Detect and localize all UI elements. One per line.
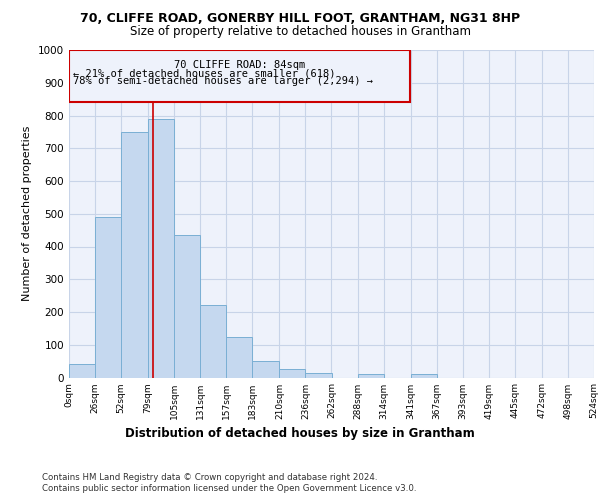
Text: 78% of semi-detached houses are larger (2,294) →: 78% of semi-detached houses are larger (… xyxy=(73,76,373,86)
Text: Distribution of detached houses by size in Grantham: Distribution of detached houses by size … xyxy=(125,428,475,440)
Text: Contains public sector information licensed under the Open Government Licence v3: Contains public sector information licen… xyxy=(42,484,416,493)
Bar xyxy=(358,374,383,378)
Bar xyxy=(121,132,148,378)
FancyBboxPatch shape xyxy=(69,50,410,102)
Bar xyxy=(253,361,280,378)
Bar xyxy=(95,217,121,378)
Bar xyxy=(226,336,253,378)
Y-axis label: Number of detached properties: Number of detached properties xyxy=(22,126,32,302)
Bar xyxy=(410,374,437,378)
Bar xyxy=(69,364,95,378)
Bar xyxy=(148,119,174,378)
Text: Size of property relative to detached houses in Grantham: Size of property relative to detached ho… xyxy=(130,25,470,38)
Bar xyxy=(305,372,331,378)
Bar xyxy=(280,370,305,378)
Bar xyxy=(174,235,200,378)
Bar xyxy=(200,306,226,378)
Text: Contains HM Land Registry data © Crown copyright and database right 2024.: Contains HM Land Registry data © Crown c… xyxy=(42,472,377,482)
Text: ← 21% of detached houses are smaller (618): ← 21% of detached houses are smaller (61… xyxy=(73,68,335,78)
Text: 70 CLIFFE ROAD: 84sqm: 70 CLIFFE ROAD: 84sqm xyxy=(173,60,305,70)
Text: 70, CLIFFE ROAD, GONERBY HILL FOOT, GRANTHAM, NG31 8HP: 70, CLIFFE ROAD, GONERBY HILL FOOT, GRAN… xyxy=(80,12,520,26)
